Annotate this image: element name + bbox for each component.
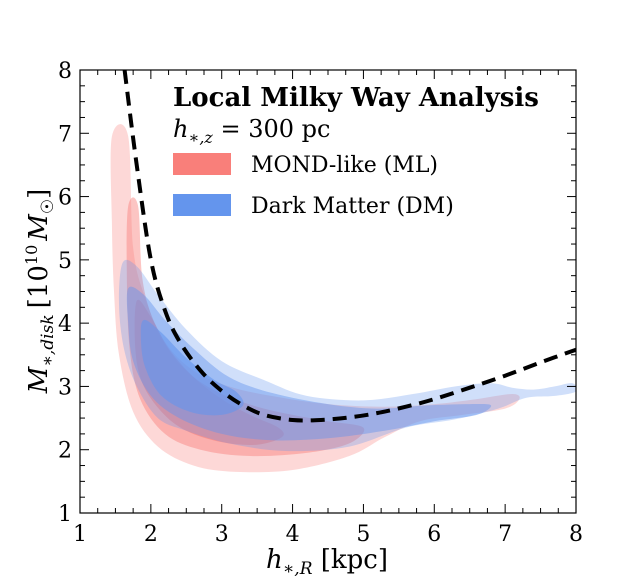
x-tick-label: 4 <box>286 522 300 547</box>
legend-swatch-ml <box>173 153 231 175</box>
contour-dm-inner <box>140 319 244 416</box>
tick-labels: 1 2 3 4 5 6 7 8 1 2 3 4 5 6 7 8 <box>58 59 583 547</box>
y-tick-label: 4 <box>58 312 72 337</box>
curve-layer <box>122 70 576 423</box>
legend-label-ml: MOND-like (ML) <box>251 153 438 178</box>
x-tick-label: 2 <box>144 522 158 547</box>
y-tick-label: 1 <box>58 502 72 527</box>
chart-subtitle: h∗,z = 300 pc <box>173 115 330 147</box>
legend-label-dm: Dark Matter (DM) <box>251 194 454 219</box>
y-tick-label: 6 <box>58 186 72 211</box>
y-axis-label: M∗,disk[1010M☉] <box>22 189 58 395</box>
chart-title: Local Milky Way Analysis <box>173 83 539 113</box>
x-tick-label: 3 <box>215 522 229 547</box>
y-tick-label: 7 <box>58 122 72 147</box>
x-tick-label: 6 <box>427 522 441 547</box>
legend: Local Milky Way Analysis h∗,z = 300 pc M… <box>173 83 539 219</box>
y-tick-label: 3 <box>58 375 72 400</box>
x-tick-label: 5 <box>356 522 370 547</box>
y-tick-label: 2 <box>58 439 72 464</box>
axis-ticks <box>79 69 577 514</box>
x-axis-label: h∗,R [kpc] <box>266 545 388 576</box>
contour-ml-inner <box>134 299 284 445</box>
legend-swatch-dm <box>173 194 231 216</box>
y-tick-label: 5 <box>58 249 72 274</box>
x-tick-label: 7 <box>498 522 512 547</box>
dashed-curve <box>122 70 576 423</box>
x-tick-label: 8 <box>569 522 583 547</box>
x-tick-label: 1 <box>73 522 87 547</box>
y-tick-label: 8 <box>58 59 72 84</box>
